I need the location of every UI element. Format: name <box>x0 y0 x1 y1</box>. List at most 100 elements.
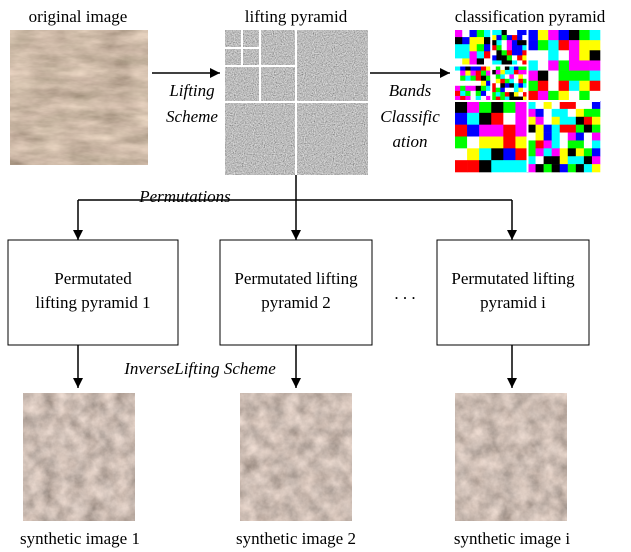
mosaic-cell <box>491 40 497 46</box>
mosaic-cell <box>527 101 536 110</box>
mosaic-cell <box>558 90 570 102</box>
mosaic-cell <box>479 160 492 173</box>
mosaic-cell <box>518 74 524 80</box>
mosaic-cell <box>537 90 549 102</box>
mosaic-cell <box>535 164 544 173</box>
mosaic-cell <box>527 116 536 125</box>
mosaic-cell <box>460 65 466 71</box>
mosaic-cell <box>467 148 480 161</box>
mosaic-cell <box>467 160 480 173</box>
mosaic-cell <box>476 58 485 66</box>
mosaic-cell <box>501 30 508 36</box>
mosaic-cell <box>462 30 470 38</box>
mosaic-cell <box>491 92 497 97</box>
mosaic-cell <box>462 58 470 66</box>
mosaic-cell <box>527 90 539 102</box>
mosaic-cell <box>567 101 577 110</box>
mosaic-cell <box>567 140 577 149</box>
original-image <box>10 30 148 165</box>
mosaic-cell <box>455 65 461 71</box>
mosaic-cell <box>506 45 513 51</box>
mosaic-cell <box>548 80 559 92</box>
mosaic-cell <box>589 40 601 51</box>
mosaic-cell <box>527 60 539 71</box>
mosaic-cell <box>522 65 528 71</box>
mosaic-cell <box>559 156 569 165</box>
mosaic-cell <box>579 60 590 71</box>
mosaic-cell <box>518 92 524 97</box>
output-label: synthetic image 1 <box>20 529 140 548</box>
mosaic-cell <box>548 60 559 71</box>
mosaic-cell <box>575 164 585 173</box>
mosaic-cell <box>476 37 485 45</box>
mosaic-cell <box>455 136 468 149</box>
mosaic-cell <box>491 65 497 71</box>
mosaic-cell <box>589 30 601 41</box>
mosaic-cell <box>479 124 492 137</box>
mosaic-cell <box>503 124 516 137</box>
mosaic-cell <box>522 30 528 36</box>
mosaic-cell <box>504 69 510 75</box>
mosaic-cell <box>480 85 487 92</box>
mosaic-cell <box>591 101 601 110</box>
mosaic-cell <box>455 70 461 76</box>
mosaic-cell <box>491 136 504 149</box>
mosaic-cell <box>543 116 552 125</box>
mosaic-cell <box>575 132 585 141</box>
arrow-label: Scheme <box>166 107 218 126</box>
mosaic-cell <box>503 112 516 125</box>
mosaic-cell <box>567 148 577 157</box>
mosaic-cell <box>551 116 561 125</box>
mosaic-cell <box>504 83 510 88</box>
mosaic-cell <box>558 50 570 61</box>
mosaic-cell <box>475 70 482 76</box>
mosaic-cell <box>513 87 519 93</box>
mosaic-cell <box>491 69 497 75</box>
label: original image <box>29 7 128 26</box>
mosaic-cell <box>491 74 497 80</box>
mosaic-cell <box>537 50 549 61</box>
mosaic-cell <box>579 80 590 92</box>
mosaic-cell <box>469 44 478 52</box>
mosaic-cell <box>491 50 497 56</box>
mosaic-cell <box>501 35 508 41</box>
mosaic-cell <box>515 160 528 173</box>
mosaic-cell <box>518 96 524 102</box>
mosaic-cell <box>551 132 561 141</box>
mosaic-cell <box>558 60 570 71</box>
mosaic-cell <box>484 51 492 59</box>
mosaic-cell <box>486 65 492 71</box>
mosaic-cell <box>583 140 593 149</box>
mosaic-cell <box>589 90 601 102</box>
mosaic-cell <box>480 90 487 97</box>
mosaic-cell <box>522 69 528 75</box>
mosaic-cell <box>518 69 524 75</box>
mosaic-cell <box>568 90 580 102</box>
mosaic-cell <box>591 156 601 165</box>
mosaic-cell <box>455 75 461 82</box>
mosaic-cell <box>504 65 510 71</box>
arrow-label: Classific <box>380 107 440 126</box>
mosaic-cell <box>513 78 519 84</box>
mosaic-cell <box>486 85 492 92</box>
mosaic-cell <box>469 58 478 66</box>
mosaic-cell <box>522 83 528 88</box>
mosaic-cell <box>455 90 461 97</box>
mosaic-cell <box>496 40 502 46</box>
mosaic-cell <box>479 112 492 125</box>
mosaic-cell <box>513 74 519 80</box>
mosaic-cell <box>511 60 518 66</box>
mosaic-cell <box>495 78 501 84</box>
mosaic-cell <box>575 116 585 125</box>
mosaic-cell <box>465 65 471 71</box>
mosaic-cell <box>462 37 470 45</box>
mosaic-cell <box>491 30 497 36</box>
mosaic-cell <box>460 90 466 97</box>
mosaic-cell <box>511 55 518 61</box>
mosaic-cell <box>527 70 539 82</box>
mosaic-cell <box>517 60 523 66</box>
mosaic-cell <box>548 40 559 51</box>
mosaic-cell <box>551 140 561 149</box>
mosaic-cell <box>589 60 601 71</box>
mosaic-cell <box>504 96 510 102</box>
